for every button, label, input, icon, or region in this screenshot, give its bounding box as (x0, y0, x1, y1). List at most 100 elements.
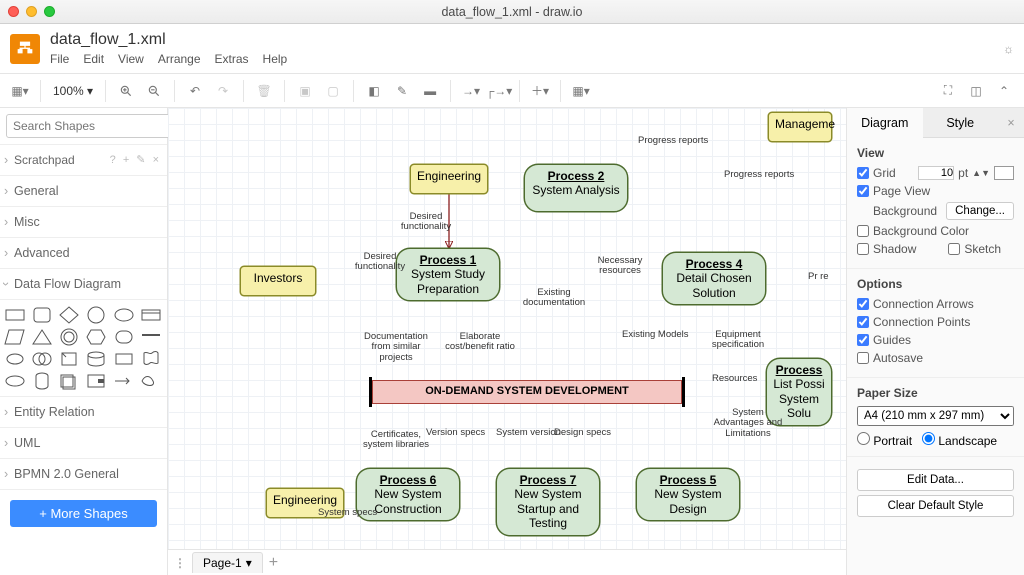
node-eng1[interactable]: Engineering (410, 164, 488, 194)
close-panel-icon[interactable]: × (998, 108, 1024, 138)
shape-8[interactable] (58, 328, 80, 346)
shape-23[interactable] (140, 372, 162, 390)
shape-21[interactable] (85, 372, 107, 390)
zoom-level[interactable]: 100% ▾ (49, 84, 97, 98)
conn-arrows-checkbox[interactable] (857, 298, 869, 310)
view-heading: View (857, 146, 1014, 160)
pageview-checkbox[interactable] (857, 185, 869, 197)
shape-2[interactable] (58, 306, 80, 324)
node-p7[interactable]: Process 7New System Startup and Testing (496, 468, 600, 536)
grid-size-input[interactable] (918, 166, 954, 180)
menu-view[interactable]: View (118, 52, 144, 66)
add-page-icon[interactable]: + (269, 554, 278, 572)
shape-4[interactable] (113, 306, 135, 324)
label-l8: Existing documentation (514, 288, 594, 309)
node-manage[interactable]: Manageme (768, 112, 832, 142)
fill-icon[interactable]: ◧ (362, 79, 386, 103)
zoom-in-icon[interactable] (114, 79, 138, 103)
filename: data_flow_1.xml (50, 31, 287, 49)
format-panel-icon[interactable]: ◫ (964, 79, 988, 103)
shadow-checkbox[interactable] (857, 243, 869, 255)
brightness-icon[interactable]: ☼ (1003, 42, 1014, 56)
bg-change-button[interactable]: Change... (946, 202, 1014, 220)
shape-0[interactable] (4, 306, 26, 324)
node-p5[interactable]: Process 5New System Design (636, 468, 740, 521)
shape-16[interactable] (113, 350, 135, 368)
shape-5[interactable] (140, 306, 162, 324)
menu-edit[interactable]: Edit (83, 52, 104, 66)
label-l9: Existing Models (622, 330, 689, 340)
grid-color-swatch[interactable] (994, 166, 1014, 180)
shape-14[interactable] (58, 350, 80, 368)
shadow-icon[interactable]: ▬ (418, 79, 442, 103)
zoom-out-icon[interactable] (142, 79, 166, 103)
shape-15[interactable] (85, 350, 107, 368)
shape-search: 🔍 (0, 108, 167, 145)
label-l15: System version (496, 428, 561, 438)
grid-checkbox[interactable] (857, 167, 869, 179)
view-mode-icon[interactable]: ▦▾ (8, 79, 32, 103)
shape-18[interactable] (4, 372, 26, 390)
landscape-radio[interactable]: Landscape (922, 432, 997, 448)
shape-20[interactable] (58, 372, 80, 390)
section-misc[interactable]: Misc (0, 207, 167, 238)
node-bar[interactable]: ON-DEMAND SYSTEM DEVELOPMENT (372, 380, 682, 404)
search-input[interactable] (6, 114, 175, 138)
collapse-icon[interactable]: ⌃ (992, 79, 1016, 103)
shape-19[interactable] (31, 372, 53, 390)
section-entity[interactable]: Entity Relation (0, 397, 167, 428)
node-investors[interactable]: Investors (240, 266, 316, 296)
tab-style[interactable]: Style (923, 108, 999, 138)
menu-extras[interactable]: Extras (215, 52, 249, 66)
bgcolor-checkbox[interactable] (857, 225, 869, 237)
tab-diagram[interactable]: Diagram (847, 108, 923, 138)
label-l18: Pr re (808, 272, 829, 282)
section-dfd[interactable]: Data Flow Diagram (0, 269, 167, 300)
section-general[interactable]: General (0, 176, 167, 207)
shape-11[interactable] (140, 328, 162, 346)
shape-12[interactable] (4, 350, 26, 368)
autosave-checkbox[interactable] (857, 352, 869, 364)
shape-22[interactable] (113, 372, 135, 390)
undo-icon[interactable]: ↶ (183, 79, 207, 103)
clear-style-button[interactable]: Clear Default Style (857, 495, 1014, 517)
page-tab-1[interactable]: Page-1▾ (192, 552, 263, 573)
line-icon[interactable]: ✎ (390, 79, 414, 103)
shape-7[interactable] (31, 328, 53, 346)
menu-file[interactable]: File (50, 52, 69, 66)
canvas[interactable]: InvestorsEngineeringEngineeringManagemeP… (168, 108, 846, 575)
node-p2[interactable]: Process 2System Analysis (524, 164, 628, 212)
paper-heading: Paper Size (857, 386, 1014, 400)
add-icon[interactable]: ＋▾ (528, 79, 552, 103)
shape-3[interactable] (85, 306, 107, 324)
edit-data-button[interactable]: Edit Data... (857, 469, 1014, 491)
fullscreen-icon[interactable]: ⛶ (936, 79, 960, 103)
pages-menu-icon[interactable]: ⋮ (174, 556, 186, 570)
sketch-checkbox[interactable] (948, 243, 960, 255)
table-icon[interactable]: ▦▾ (569, 79, 593, 103)
redo-icon[interactable]: ↷ (211, 79, 235, 103)
node-p4[interactable]: Process 4Detail Chosen Solution (662, 252, 766, 305)
more-shapes-button[interactable]: + More Shapes (10, 500, 157, 527)
menu-help[interactable]: Help (263, 52, 288, 66)
shape-17[interactable] (140, 350, 162, 368)
section-bpmn[interactable]: BPMN 2.0 General (0, 459, 167, 490)
shape-10[interactable] (113, 328, 135, 346)
guides-checkbox[interactable] (857, 334, 869, 346)
to-front-icon[interactable]: ▣ (293, 79, 317, 103)
section-advanced[interactable]: Advanced (0, 238, 167, 269)
section-uml[interactable]: UML (0, 428, 167, 459)
portrait-radio[interactable]: Portrait (857, 432, 912, 448)
conn-points-checkbox[interactable] (857, 316, 869, 328)
shape-9[interactable] (85, 328, 107, 346)
shape-13[interactable] (31, 350, 53, 368)
connection-icon[interactable]: →▾ (459, 79, 483, 103)
paper-size-select[interactable]: A4 (210 mm x 297 mm) (857, 406, 1014, 426)
shape-6[interactable] (4, 328, 26, 346)
shape-1[interactable] (31, 306, 53, 324)
delete-icon[interactable]: 🗑 (252, 79, 276, 103)
menu-arrange[interactable]: Arrange (158, 52, 201, 66)
to-back-icon[interactable]: ▢ (321, 79, 345, 103)
section-scratchpad[interactable]: Scratchpad? + ✎ × (0, 145, 167, 176)
waypoint-icon[interactable]: ┌→▾ (487, 79, 511, 103)
